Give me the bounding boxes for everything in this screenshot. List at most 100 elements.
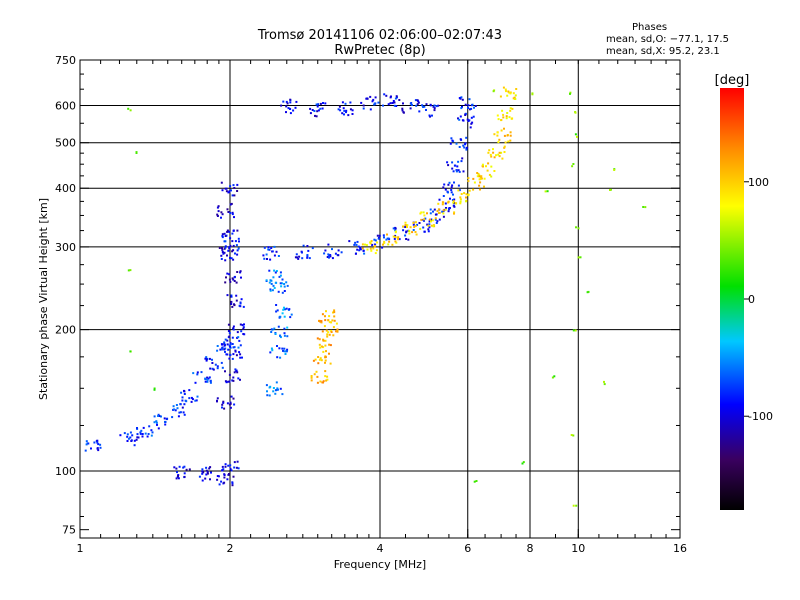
data-point [220, 216, 222, 219]
data-point [289, 316, 292, 319]
data-point [204, 477, 207, 480]
data-point [373, 245, 376, 248]
data-point [322, 380, 325, 383]
data-point [274, 281, 277, 284]
data-point [153, 415, 156, 418]
data-point [344, 102, 347, 105]
data-point [441, 210, 444, 213]
data-point [343, 109, 346, 112]
data-point [359, 247, 362, 250]
data-point [226, 230, 229, 233]
data-point [501, 109, 504, 112]
data-point [205, 356, 208, 359]
data-point [455, 169, 458, 172]
data-point [498, 138, 501, 141]
data-point [603, 380, 605, 383]
data-point [458, 118, 461, 121]
data-point [364, 243, 366, 246]
data-point [574, 133, 577, 136]
data-point [241, 356, 243, 359]
data-point [444, 208, 447, 211]
data-point [230, 189, 232, 192]
data-point [398, 99, 401, 101]
data-point [570, 434, 573, 436]
data-point [335, 330, 338, 333]
data-point [231, 357, 234, 360]
data-point [372, 98, 375, 101]
data-point [281, 278, 284, 281]
data-point [515, 88, 518, 90]
data-point [642, 206, 645, 208]
data-point [436, 210, 439, 213]
data-point [99, 443, 102, 446]
data-point [319, 380, 322, 383]
data-point [450, 186, 453, 189]
data-point [505, 90, 507, 93]
data-point [460, 138, 463, 141]
data-point [572, 163, 575, 165]
data-point [319, 357, 322, 360]
data-point [321, 330, 324, 333]
data-point [232, 327, 235, 330]
data-point [386, 233, 388, 236]
data-point [394, 231, 397, 234]
data-point [228, 473, 230, 475]
data-point [194, 381, 197, 384]
data-point [141, 433, 144, 435]
data-point [320, 321, 323, 324]
data-point [336, 330, 339, 333]
data-point [469, 126, 472, 129]
data-point [479, 188, 481, 191]
data-point [153, 388, 156, 391]
data-point [144, 432, 147, 435]
data-point [466, 118, 469, 121]
data-point [232, 397, 235, 400]
data-point [467, 177, 470, 180]
data-point [239, 356, 242, 359]
data-point [231, 343, 234, 345]
data-point [268, 386, 271, 389]
data-point [166, 417, 169, 420]
data-point [141, 435, 144, 438]
data-point [155, 421, 158, 424]
data-point [336, 329, 339, 332]
data-point [181, 406, 184, 409]
data-point [224, 235, 227, 237]
data-point [333, 309, 336, 312]
data-point [429, 208, 432, 211]
data-point [420, 211, 423, 214]
data-point [338, 105, 341, 108]
data-point [233, 466, 236, 469]
data-point [232, 244, 235, 247]
data-point [429, 115, 431, 118]
data-point [220, 361, 223, 364]
data-point [435, 222, 438, 224]
data-point [360, 101, 363, 104]
data-point [221, 233, 224, 236]
data-point [402, 102, 404, 105]
data-point [500, 129, 503, 132]
data-point [221, 348, 224, 351]
data-point [185, 468, 188, 471]
data-point [177, 477, 180, 480]
data-point [316, 337, 319, 340]
data-point [235, 370, 238, 372]
data-point [175, 467, 178, 470]
data-point [270, 347, 273, 350]
data-point [447, 210, 450, 213]
data-point [438, 212, 440, 214]
data-point [205, 469, 208, 472]
data-point [292, 109, 295, 112]
data-point [462, 119, 465, 122]
data-point [238, 240, 240, 243]
data-point [335, 322, 338, 325]
data-point [231, 305, 234, 308]
data-point [331, 319, 334, 322]
data-point [339, 109, 342, 112]
data-point [243, 323, 245, 326]
grid-lines [80, 60, 680, 538]
data-point [185, 400, 188, 403]
data-point [153, 387, 156, 390]
data-point [222, 401, 225, 404]
data-point [454, 202, 457, 205]
